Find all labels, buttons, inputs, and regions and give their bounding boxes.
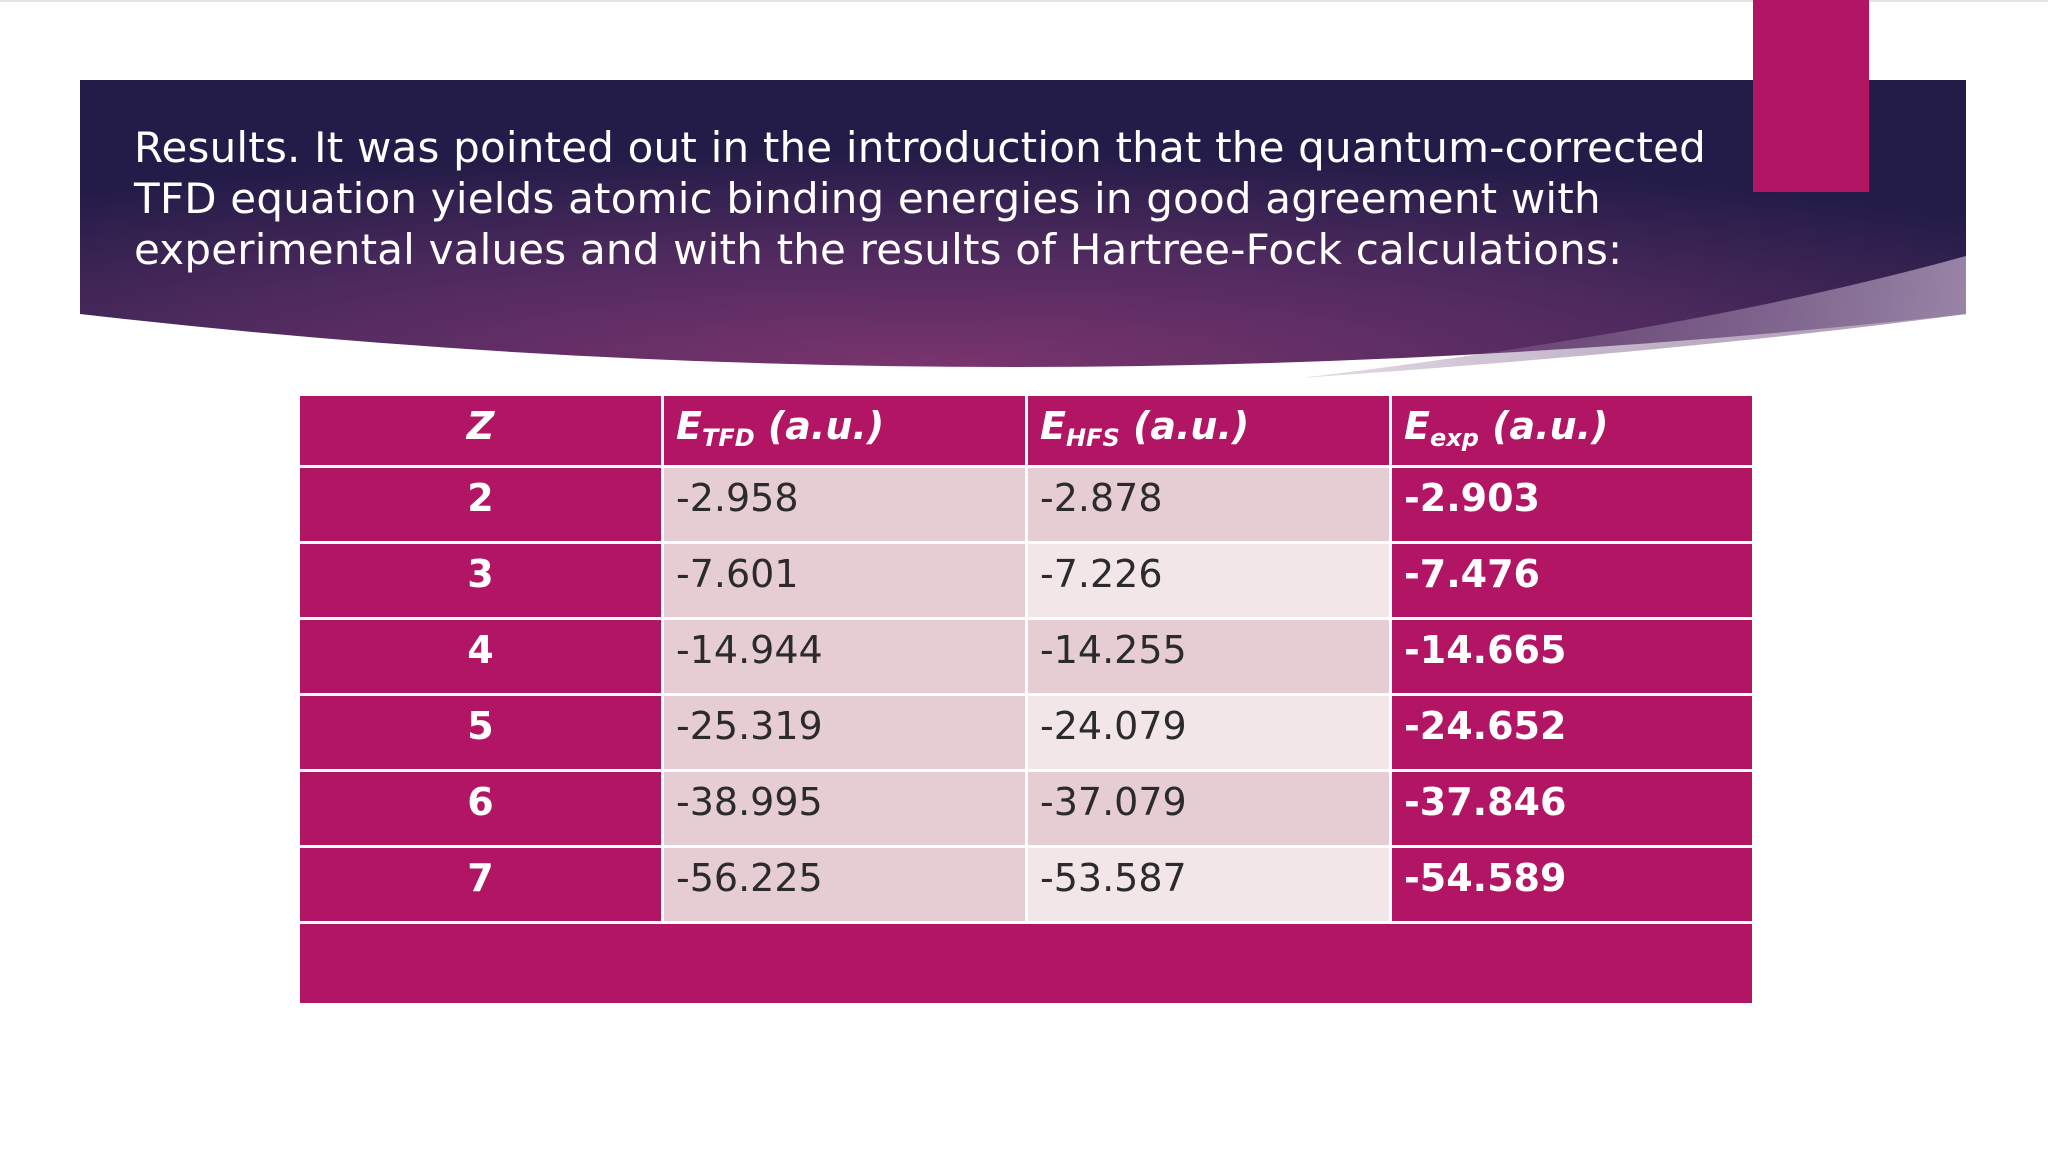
header-ehfs-unit: (a.u.) xyxy=(1119,404,1250,448)
cell-z: 3 xyxy=(297,541,664,620)
table-row: 5 -25.319 -24.079 -24.652 xyxy=(297,693,1755,772)
title-line-3: experimental values and with the results… xyxy=(134,225,1623,274)
table-footer-bar xyxy=(297,921,1755,1006)
cell-eexp: -54.589 xyxy=(1389,845,1755,924)
banner-swoosh xyxy=(1300,256,1966,378)
cell-z: 5 xyxy=(297,693,664,772)
cell-etfd: -38.995 xyxy=(661,769,1028,848)
table-footer-row xyxy=(297,921,1755,1006)
top-border-line xyxy=(0,0,2048,2)
accent-tab xyxy=(1753,0,1869,192)
cell-ehfs: -53.587 xyxy=(1025,845,1392,924)
table-row: 6 -38.995 -37.079 -37.846 xyxy=(297,769,1755,848)
cell-etfd: -7.601 xyxy=(661,541,1028,620)
header-ehfs-subscript: HFS xyxy=(1065,424,1120,452)
cell-z: 7 xyxy=(297,845,664,924)
cell-ehfs: -2.878 xyxy=(1025,465,1392,544)
banner-shape xyxy=(80,80,1966,367)
title-line-2: TFD equation yields atomic binding energ… xyxy=(134,174,1601,223)
cell-z: 2 xyxy=(297,465,664,544)
header-eexp-subscript: exp xyxy=(1429,424,1479,452)
header-ehfs-symbol: E xyxy=(1040,404,1066,448)
header-etfd-symbol: E xyxy=(676,404,702,448)
cell-eexp: -24.652 xyxy=(1389,693,1755,772)
cell-eexp: -14.665 xyxy=(1389,617,1755,696)
header-z: Z xyxy=(297,393,664,468)
header-etfd-unit: (a.u.) xyxy=(754,404,885,448)
cell-ehfs: -7.226 xyxy=(1025,541,1392,620)
cell-z: 6 xyxy=(297,769,664,848)
cell-ehfs: -37.079 xyxy=(1025,769,1392,848)
energy-table-container: Z ETFD (a.u.) EHFS (a.u.) Eexp (a.u.) 2 … xyxy=(297,393,1755,1006)
header-ehfs: EHFS (a.u.) xyxy=(1025,393,1392,468)
cell-etfd: -25.319 xyxy=(661,693,1028,772)
header-etfd: ETFD (a.u.) xyxy=(661,393,1028,468)
table-header-row: Z ETFD (a.u.) EHFS (a.u.) Eexp (a.u.) xyxy=(297,393,1755,468)
title-banner xyxy=(80,80,1966,378)
slide-title: Results. It was pointed out in the intro… xyxy=(134,122,1714,275)
header-eexp-symbol: E xyxy=(1404,404,1430,448)
header-z-label: Z xyxy=(466,404,495,448)
cell-z: 4 xyxy=(297,617,664,696)
table-row: 7 -56.225 -53.587 -54.589 xyxy=(297,845,1755,924)
cell-ehfs: -14.255 xyxy=(1025,617,1392,696)
cell-ehfs: -24.079 xyxy=(1025,693,1392,772)
table-row: 3 -7.601 -7.226 -7.476 xyxy=(297,541,1755,620)
cell-etfd: -2.958 xyxy=(661,465,1028,544)
cell-etfd: -56.225 xyxy=(661,845,1028,924)
cell-eexp: -2.903 xyxy=(1389,465,1755,544)
cell-eexp: -7.476 xyxy=(1389,541,1755,620)
table-row: 2 -2.958 -2.878 -2.903 xyxy=(297,465,1755,544)
header-eexp-unit: (a.u.) xyxy=(1478,404,1609,448)
header-eexp: Eexp (a.u.) xyxy=(1389,393,1755,468)
cell-etfd: -14.944 xyxy=(661,617,1028,696)
cell-eexp: -37.846 xyxy=(1389,769,1755,848)
title-line-1: Results. It was pointed out in the intro… xyxy=(134,123,1706,172)
table-row: 4 -14.944 -14.255 -14.665 xyxy=(297,617,1755,696)
header-etfd-subscript: TFD xyxy=(701,424,755,452)
binding-energy-table: Z ETFD (a.u.) EHFS (a.u.) Eexp (a.u.) 2 … xyxy=(297,393,1755,1006)
